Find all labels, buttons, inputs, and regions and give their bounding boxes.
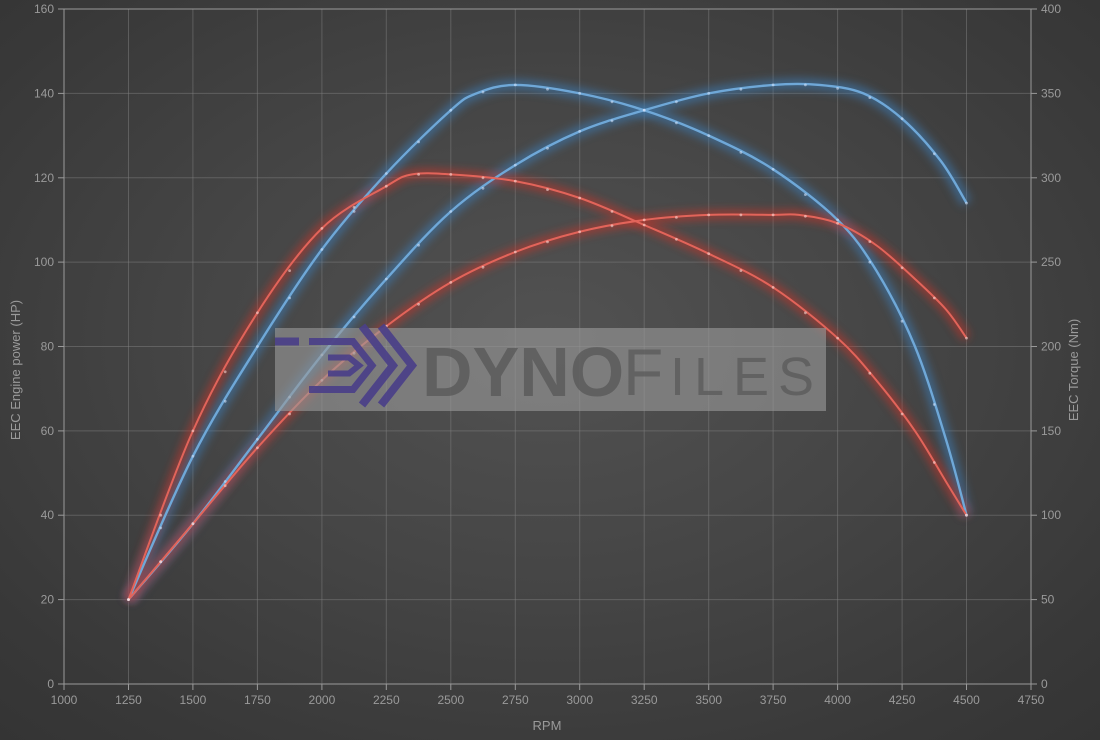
svg-text:40: 40: [41, 508, 55, 522]
svg-text:3250: 3250: [631, 693, 658, 707]
svg-text:0: 0: [47, 677, 54, 691]
svg-text:100: 100: [1041, 508, 1061, 522]
svg-text:50: 50: [1041, 593, 1055, 607]
svg-text:60: 60: [41, 424, 55, 438]
svg-text:4750: 4750: [1018, 693, 1045, 707]
svg-text:4500: 4500: [953, 693, 980, 707]
svg-text:1750: 1750: [244, 693, 271, 707]
svg-text:2250: 2250: [373, 693, 400, 707]
svg-text:EEC Torque (Nm): EEC Torque (Nm): [1066, 319, 1081, 421]
svg-text:2500: 2500: [437, 693, 464, 707]
svg-text:4000: 4000: [824, 693, 851, 707]
svg-text:250: 250: [1041, 255, 1061, 269]
svg-text:1500: 1500: [180, 693, 207, 707]
svg-text:3750: 3750: [760, 693, 787, 707]
svg-text:20: 20: [41, 593, 55, 607]
svg-text:120: 120: [34, 171, 54, 185]
svg-text:1250: 1250: [115, 693, 142, 707]
svg-text:160: 160: [34, 2, 54, 16]
svg-text:4250: 4250: [889, 693, 916, 707]
svg-text:140: 140: [34, 86, 54, 100]
svg-text:3000: 3000: [566, 693, 593, 707]
svg-text:3500: 3500: [695, 693, 722, 707]
svg-text:100: 100: [34, 255, 54, 269]
svg-text:0: 0: [1041, 677, 1048, 691]
svg-text:300: 300: [1041, 171, 1061, 185]
svg-text:EEC Engine power (HP): EEC Engine power (HP): [8, 300, 23, 440]
svg-text:350: 350: [1041, 86, 1061, 100]
svg-text:200: 200: [1041, 340, 1061, 354]
svg-text:ILES: ILES: [670, 347, 823, 407]
svg-text:150: 150: [1041, 424, 1061, 438]
svg-text:RPM: RPM: [533, 718, 562, 733]
svg-text:2750: 2750: [502, 693, 529, 707]
svg-text:DYNO: DYNO: [422, 333, 624, 411]
svg-text:400: 400: [1041, 2, 1061, 16]
svg-text:1000: 1000: [51, 693, 78, 707]
svg-text:2000: 2000: [309, 693, 336, 707]
svg-text:F: F: [623, 335, 666, 409]
svg-text:80: 80: [41, 340, 55, 354]
